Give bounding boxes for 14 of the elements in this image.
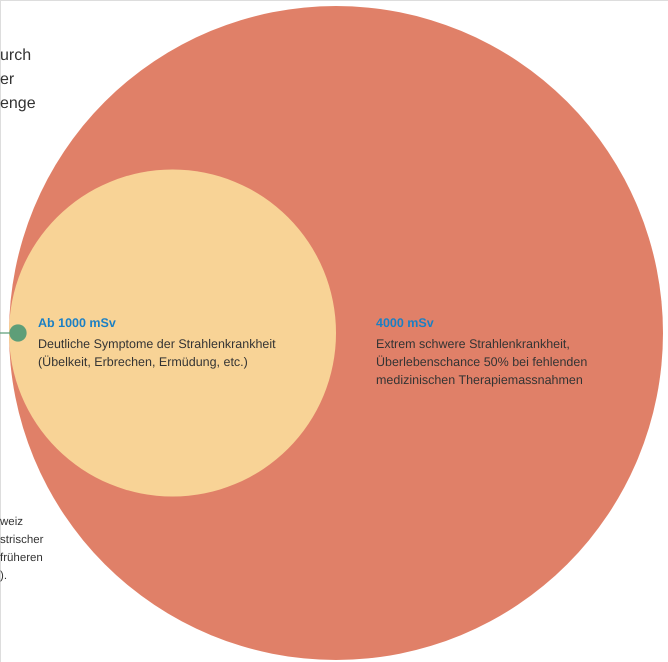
text: urch [0, 47, 32, 64]
text: weiz [0, 516, 24, 528]
text: Extrem schwere Strahlenkrankheit, [376, 337, 570, 351]
data-label: Ab 1000 mSv [38, 316, 116, 330]
text: Überlebenschance 50% bei fehlenden [376, 355, 588, 369]
text: strischer [0, 534, 44, 546]
text: enge [0, 95, 36, 112]
text: Deutliche Symptome der Strahlenkrankheit [38, 337, 276, 351]
text: ). [0, 570, 8, 582]
text: früheren [0, 552, 43, 564]
data-label: 4000 mSv [376, 316, 434, 330]
text: (Übelkeit, Erbrechen, Ermüdung, etc.) [38, 355, 248, 369]
text: medizinischen Therapiemassnahmen [376, 373, 583, 387]
text: er [0, 71, 15, 88]
